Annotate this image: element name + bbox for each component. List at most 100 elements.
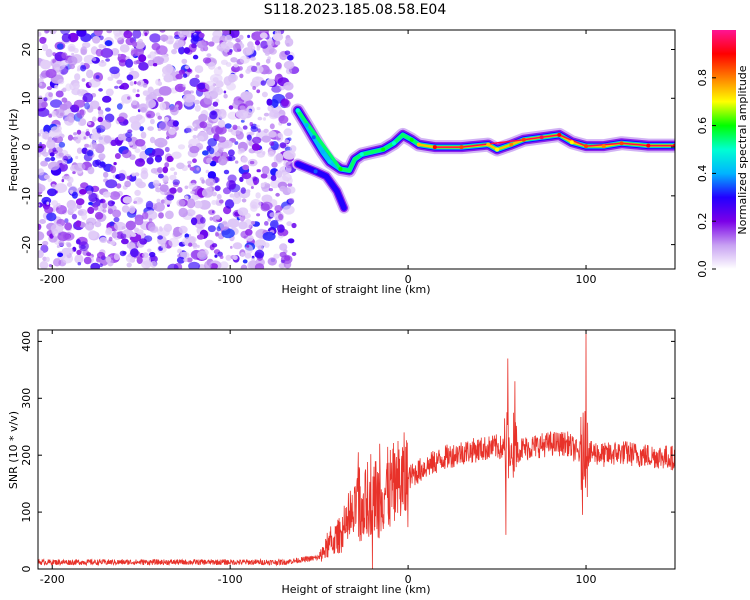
noise-blob xyxy=(80,49,87,56)
noise-blob xyxy=(155,45,168,55)
noise-blob xyxy=(192,54,199,60)
noise-blob xyxy=(158,121,171,131)
noise-blob xyxy=(93,30,103,37)
noise-blob xyxy=(88,230,98,240)
noise-blob xyxy=(273,253,280,259)
noise-blob xyxy=(104,40,113,47)
noise-blob xyxy=(189,166,196,171)
noise-blob xyxy=(125,58,134,68)
noise-blob xyxy=(188,242,193,247)
noise-blob xyxy=(194,200,203,209)
noise-blob xyxy=(149,51,156,60)
noise-blob xyxy=(38,250,44,259)
noise-blob xyxy=(224,199,235,209)
noise-blob xyxy=(235,160,239,164)
ridge-point xyxy=(432,145,437,150)
noise-blob xyxy=(238,215,242,219)
noise-blob xyxy=(58,141,66,148)
noise-blob xyxy=(239,55,250,64)
noise-blob xyxy=(38,184,46,193)
noise-blob xyxy=(171,48,178,55)
noise-blob xyxy=(91,128,98,134)
noise-blob xyxy=(251,45,256,51)
noise-blob xyxy=(94,211,104,220)
noise-blob xyxy=(196,167,200,171)
noise-blob xyxy=(225,62,232,67)
noise-blob xyxy=(81,78,86,82)
noise-blob xyxy=(232,124,238,130)
noise-blob xyxy=(74,254,84,264)
noise-blob xyxy=(214,185,221,192)
noise-blob xyxy=(121,94,132,104)
noise-blob xyxy=(119,250,127,257)
noise-blob xyxy=(96,251,106,259)
noise-blob xyxy=(208,147,215,155)
noise-blob xyxy=(204,80,215,91)
y-tick-label: 0 xyxy=(20,144,33,151)
noise-blob xyxy=(244,252,252,259)
noise-blob xyxy=(240,91,253,101)
noise-blob xyxy=(227,128,233,133)
noise-blob xyxy=(64,218,69,224)
noise-blob xyxy=(126,262,132,268)
noise-blob xyxy=(209,263,218,269)
noise-blob xyxy=(114,153,121,159)
noise-blob xyxy=(217,119,226,128)
noise-blob xyxy=(141,252,149,258)
noise-blob xyxy=(130,232,137,237)
noise-blob xyxy=(139,238,148,245)
noise-blob xyxy=(133,81,137,85)
noise-blob xyxy=(181,58,188,64)
noise-blob xyxy=(283,81,294,91)
noise-blob xyxy=(50,126,60,133)
colorbar-tick-label: 0.6 xyxy=(696,117,709,135)
noise-blob xyxy=(250,220,256,225)
noise-blob xyxy=(38,81,47,89)
noise-blob xyxy=(39,219,46,224)
ridge-point xyxy=(320,149,325,154)
noise-blob xyxy=(88,192,98,202)
noise-blob xyxy=(192,134,198,139)
noise-blob xyxy=(264,221,269,226)
noise-blob xyxy=(125,137,132,142)
noise-blob xyxy=(255,124,260,128)
noise-blob xyxy=(257,116,263,121)
noise-blob xyxy=(109,221,115,227)
noise-blob xyxy=(118,59,127,67)
noise-blob xyxy=(76,147,83,154)
noise-blob xyxy=(79,118,87,126)
colorbar-tick-label: 0.4 xyxy=(696,165,709,183)
noise-blob xyxy=(50,99,63,108)
noise-blob xyxy=(266,78,276,87)
noise-blob xyxy=(103,45,107,49)
noise-blob xyxy=(184,127,192,133)
noise-blob xyxy=(125,132,133,138)
noise-blob xyxy=(189,145,200,154)
noise-blob xyxy=(136,181,146,189)
noise-blob xyxy=(157,96,164,103)
noise-blob xyxy=(168,127,177,135)
noise-blob xyxy=(96,128,102,134)
noise-blob xyxy=(100,199,104,203)
noise-blob xyxy=(270,179,280,189)
noise-blob xyxy=(64,222,73,231)
noise-blob xyxy=(250,65,258,73)
noise-blob xyxy=(235,38,241,43)
ridge-point xyxy=(495,147,500,152)
noise-blob xyxy=(251,143,261,151)
noise-blob xyxy=(46,212,57,222)
noise-blob xyxy=(198,135,205,141)
noise-blob xyxy=(55,108,65,119)
noise-blob xyxy=(38,107,50,117)
noise-blob xyxy=(281,169,286,173)
noise-blob xyxy=(88,78,101,88)
colorbar-tick-label: 0.8 xyxy=(696,69,709,87)
noise-blob xyxy=(126,175,131,180)
ridge-point xyxy=(557,132,562,137)
noise-blob xyxy=(109,66,120,75)
noise-blob xyxy=(61,52,68,59)
noise-blob xyxy=(98,153,106,160)
noise-blob xyxy=(264,242,270,248)
ridge-point xyxy=(342,206,346,210)
